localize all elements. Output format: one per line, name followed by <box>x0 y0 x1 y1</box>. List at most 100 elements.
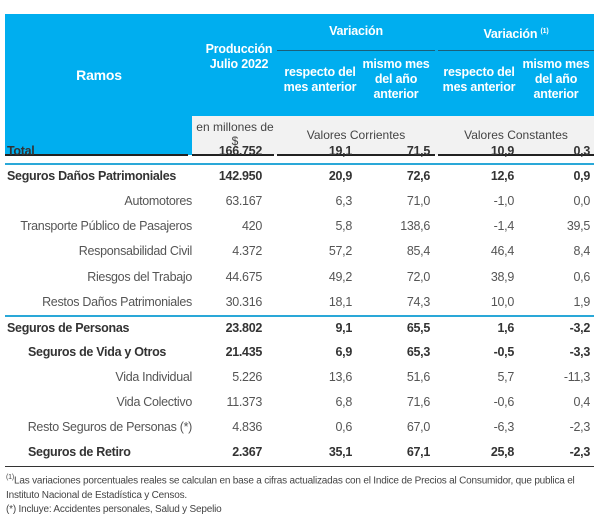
cell-v3: -6,3 <box>493 420 515 434</box>
table-row: Vida Individual 5.226 13,6 51,6 5,7 -11,3 <box>5 366 594 390</box>
header-variacion-corrientes: Variación <box>329 24 383 38</box>
cell-prod: 23.802 <box>225 321 263 335</box>
divider <box>438 50 594 51</box>
cell-prod: 4.836 <box>232 420 262 434</box>
table-row: Riesgos del Trabajo 44.675 49,2 72,0 38,9 0,6 <box>5 266 594 290</box>
cell-v2: 138,6 <box>400 219 430 233</box>
cell-v1: 19,1 <box>328 144 352 158</box>
section-separator <box>5 315 594 317</box>
header-mismo-mes-corr: mismo mes del año anterior <box>362 57 430 101</box>
cell-v4: 0,3 <box>573 144 591 158</box>
header-produccion: Producción Julio 2022 <box>205 42 273 71</box>
footnote-2: (*) Incluye: Accidentes personales, Salu… <box>6 504 222 515</box>
cell-v4: 0,6 <box>573 270 591 284</box>
footnote-1: (1)Las variaciones porcentuales reales s… <box>6 470 575 503</box>
divider <box>5 154 188 156</box>
cell-v2: 51,6 <box>406 370 430 384</box>
row-label: Seguros de Retiro <box>28 445 131 459</box>
units-row: en millones de $ Valores Corrientes Valo… <box>192 116 594 155</box>
cell-prod: 30.316 <box>225 295 263 309</box>
row-label: Vida Individual <box>115 370 192 384</box>
cell-v2: 71,6 <box>406 395 430 409</box>
cell-v3: -0,6 <box>493 395 515 409</box>
cell-v4: 0,0 <box>573 194 591 208</box>
cell-v4: -11,3 <box>563 370 590 384</box>
variacion-label: Variación <box>483 27 538 42</box>
header-ramos: Ramos <box>76 67 122 83</box>
cell-v1: 6,8 <box>335 395 353 409</box>
table-row: Total 166.752 19,1 71,5 10,9 0,3 <box>5 140 594 164</box>
cell-v3: 38,9 <box>490 270 514 284</box>
cell-v2: 67,0 <box>406 420 430 434</box>
row-label: Seguros Daños Patrimoniales <box>7 169 177 183</box>
cell-v1: 57,2 <box>328 244 352 258</box>
cell-prod: 2.367 <box>232 445 262 459</box>
units-label: en millones de $ <box>196 120 274 148</box>
cell-v4: 0,9 <box>573 169 591 183</box>
cell-v4: 0,4 <box>573 395 591 409</box>
cell-v1: 0,6 <box>335 420 353 434</box>
cell-v3: 10,0 <box>490 295 514 309</box>
valores-corrientes-label: Valores Corrientes <box>306 128 406 142</box>
cell-v2: 71,5 <box>406 144 430 158</box>
cell-v1: 20,9 <box>328 169 352 183</box>
divider <box>192 154 274 156</box>
row-label: Resto Seguros de Personas (*) <box>27 420 193 434</box>
cell-v2: 74,3 <box>406 295 430 309</box>
cell-v2: 71,0 <box>406 194 430 208</box>
cell-v2: 67,1 <box>406 445 430 459</box>
table-header: Ramos Producción Julio 2022 Variación Va… <box>5 14 594 155</box>
footnote-1-line1: Las variaciones porcentuales reales se c… <box>13 475 575 487</box>
divider <box>277 50 435 51</box>
section-separator <box>5 163 594 165</box>
row-label: Transporte Público de Pasajeros <box>20 219 192 233</box>
cell-v2: 65,5 <box>406 321 430 335</box>
cell-v2: 72,6 <box>406 169 430 183</box>
cell-v1: 6,9 <box>335 345 353 359</box>
cell-prod: 5.226 <box>232 370 262 384</box>
table-row: Seguros de Personas 23.802 9,1 65,5 1,6 -3,2 <box>5 317 594 341</box>
cell-v1: 6,3 <box>335 194 353 208</box>
cell-v2: 72,0 <box>406 270 430 284</box>
table-row: Automotores 63.167 6,3 71,0 -1,0 0,0 <box>5 190 594 214</box>
row-label: Riesgos del Trabajo <box>87 270 192 284</box>
cell-v1: 9,1 <box>335 321 353 335</box>
cell-v2: 65,3 <box>406 345 430 359</box>
row-label: Total <box>7 144 35 158</box>
cell-v4: 8,4 <box>573 244 591 258</box>
divider <box>438 154 594 156</box>
cell-v3: -1,4 <box>493 219 515 233</box>
cell-prod: 21.435 <box>225 345 263 359</box>
cell-v1: 5,8 <box>335 219 353 233</box>
cell-prod: 142.950 <box>218 169 262 183</box>
cell-prod: 4.372 <box>232 244 262 258</box>
cell-prod: 420 <box>242 219 262 233</box>
footnote-1-line2: Instituto Nacional de Estadística y Cens… <box>6 490 187 502</box>
footnote-mark: (1) <box>6 474 14 481</box>
row-label: Responsabilidad Civil <box>78 244 193 258</box>
cell-v3: 25,8 <box>490 445 514 459</box>
cell-v4: 39,5 <box>566 219 590 233</box>
cell-v1: 18,1 <box>328 295 352 309</box>
header-variacion-constantes: Variación (1) <box>438 24 594 42</box>
row-label: Seguros de Vida y Otros <box>28 345 167 359</box>
cell-v4: -2,3 <box>569 445 591 459</box>
cell-v3: 10,9 <box>490 144 514 158</box>
cell-v4: 1,9 <box>573 295 591 309</box>
cell-v3: -1,0 <box>493 194 515 208</box>
table-row: Seguros Daños Patrimoniales 142.950 20,9 72… <box>5 165 594 189</box>
cell-v3: 5,7 <box>497 370 515 384</box>
cell-v4: -2,3 <box>569 420 591 434</box>
cell-prod: 166.752 <box>218 144 262 158</box>
table-row: Responsabilidad Civil 4.372 57,2 85,4 46,4 8,… <box>5 240 594 264</box>
table-end-line <box>5 466 594 467</box>
table-row: Seguros de Retiro 2.367 35,1 67,1 25,8 -2,3 <box>5 441 594 465</box>
table-row: Restos Daños Patrimoniales 30.316 18,1 74,3… <box>5 291 594 315</box>
divider <box>277 154 435 156</box>
header-respecto-mes-anterior-const: respecto del mes anterior <box>442 65 516 94</box>
cell-prod: 11.373 <box>226 395 262 409</box>
cell-v3: -0,5 <box>493 345 515 359</box>
cell-v1: 13,6 <box>328 370 352 384</box>
valores-constantes-label: Valores Constantes <box>464 128 568 142</box>
table-row: Seguros de Vida y Otros 21.435 6,9 65,3 -0,5… <box>5 341 594 365</box>
